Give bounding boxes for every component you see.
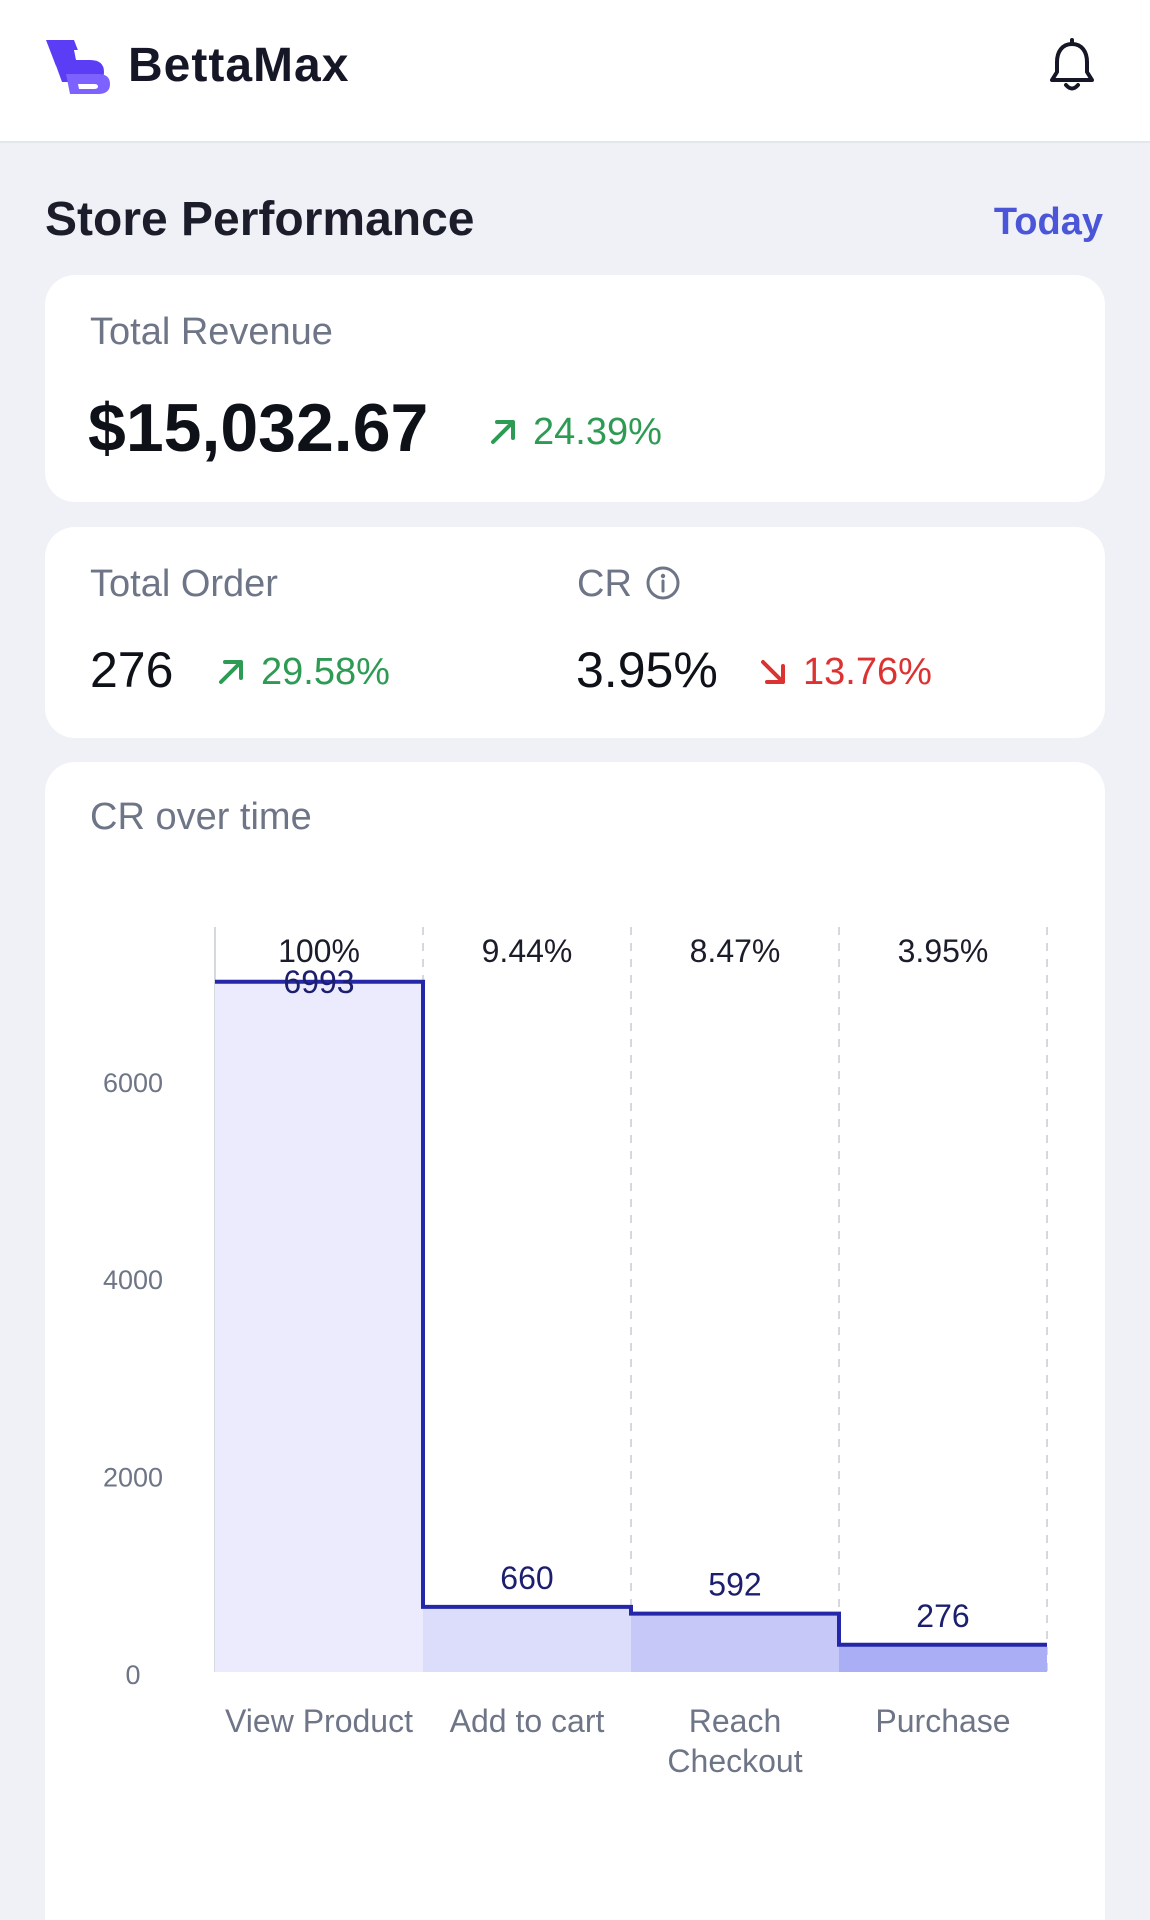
percent-label: 3.95% xyxy=(898,933,989,969)
revenue-value: $15,032.67 xyxy=(88,390,429,466)
funnel-step-line xyxy=(215,979,1047,1647)
orders-delta: 29.58% xyxy=(213,649,390,695)
period-selector-link[interactable]: Today xyxy=(993,201,1103,243)
percent-label: 9.44% xyxy=(482,933,573,969)
percent-label: 100% xyxy=(278,933,360,969)
value-label: 660 xyxy=(500,1560,553,1596)
cr-delta: 13.76% xyxy=(755,649,932,695)
value-label: 276 xyxy=(916,1598,969,1634)
category-label: Checkout xyxy=(667,1743,802,1779)
y-tick-label: 2000 xyxy=(103,1463,163,1493)
funnel-bar xyxy=(423,1606,631,1672)
chart-title: CR over time xyxy=(90,796,312,838)
top-app-bar: BettaMax xyxy=(0,0,1150,143)
orders-value: 276 xyxy=(90,642,174,698)
orders-cr-card: Total Order 276 29.58% CR 3.95% 13.76% xyxy=(45,527,1105,738)
value-label: 6993 xyxy=(283,964,354,1000)
arrow-up-right-icon xyxy=(219,660,243,684)
arrow-up-right-icon xyxy=(491,420,515,444)
cr-delta-value: 13.76% xyxy=(803,651,932,693)
revenue-delta-value: 24.39% xyxy=(533,411,662,453)
y-tick-label: 0 xyxy=(125,1660,140,1690)
y-tick-label: 4000 xyxy=(103,1265,163,1295)
percent-label: 8.47% xyxy=(690,933,781,969)
value-label: 592 xyxy=(708,1567,761,1603)
category-label: Reach xyxy=(689,1703,782,1739)
funnel-bar xyxy=(631,1613,839,1672)
revenue-label: Total Revenue xyxy=(90,311,333,353)
funnel-chart: 0 2000 4000 6000 100%6993 9.44% 660 8.47% 592 3.9… xyxy=(103,927,1048,1779)
y-tick-label: 6000 xyxy=(103,1068,163,1098)
brand-name: BettaMax xyxy=(128,39,350,92)
category-label: View Product xyxy=(225,1703,413,1739)
revenue-delta: 24.39% xyxy=(485,409,662,455)
category-label: Add to cart xyxy=(450,1703,605,1739)
category-label: Purchase xyxy=(875,1703,1010,1739)
bettamax-logo-icon[interactable] xyxy=(44,38,114,96)
info-icon[interactable] xyxy=(645,565,681,601)
cr-value: 3.95% xyxy=(576,642,718,698)
funnel-bar xyxy=(215,981,423,1672)
arrow-down-right-icon xyxy=(761,660,785,684)
orders-delta-value: 29.58% xyxy=(261,651,390,693)
page-title: Store Performance xyxy=(45,193,475,246)
revenue-card: Total Revenue $15,032.67 24.39% xyxy=(45,275,1105,502)
bell-icon[interactable] xyxy=(1046,38,1098,94)
cr-label: CR xyxy=(577,563,632,605)
orders-label: Total Order xyxy=(90,563,278,605)
funnel-bar xyxy=(839,1644,1047,1672)
cr-chart-card: CR over time 0 2000 4000 6000 100% 6993 9.44% 6… xyxy=(45,762,1105,1920)
